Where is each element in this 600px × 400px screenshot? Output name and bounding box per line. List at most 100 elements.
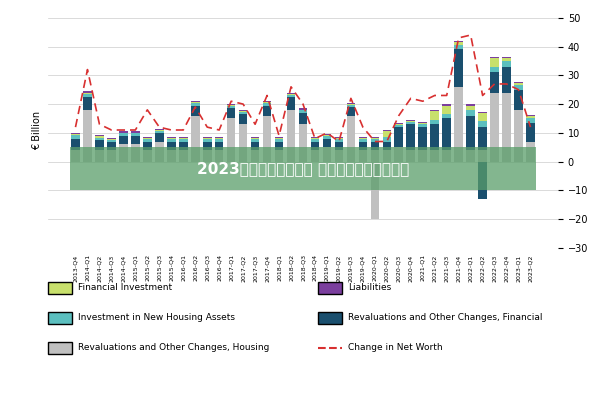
Bar xyxy=(347,104,355,105)
Bar xyxy=(383,132,391,137)
Bar xyxy=(239,112,247,114)
Bar xyxy=(371,139,379,142)
Bar xyxy=(514,83,523,85)
Bar xyxy=(239,110,247,111)
Bar xyxy=(155,128,164,130)
Bar xyxy=(442,106,451,114)
Bar xyxy=(179,142,188,150)
Bar xyxy=(191,116,200,162)
Bar xyxy=(490,72,499,92)
Bar xyxy=(299,110,307,113)
Text: 2023十大股票配资平台 澳门火锅加盟详情攻略: 2023十大股票配资平台 澳门火锅加盟详情攻略 xyxy=(197,161,409,176)
Bar xyxy=(371,162,379,219)
Bar xyxy=(323,147,331,162)
Bar xyxy=(251,139,259,142)
Bar xyxy=(83,94,92,97)
Bar xyxy=(347,107,355,116)
Bar xyxy=(502,61,511,67)
Bar xyxy=(442,104,451,106)
Text: Financial Investment: Financial Investment xyxy=(78,284,172,292)
Bar xyxy=(107,139,116,140)
Bar xyxy=(526,116,535,118)
Bar xyxy=(311,142,319,150)
Bar xyxy=(227,108,235,118)
Bar xyxy=(347,105,355,107)
Bar xyxy=(143,137,152,138)
Bar xyxy=(287,97,295,110)
Bar xyxy=(478,121,487,127)
Bar xyxy=(167,150,176,162)
Bar xyxy=(335,138,343,139)
Bar xyxy=(71,134,80,135)
Bar xyxy=(239,114,247,124)
Text: Investment in New Housing Assets: Investment in New Housing Assets xyxy=(78,314,235,322)
Bar xyxy=(275,137,283,138)
Bar xyxy=(167,138,176,139)
Bar xyxy=(478,150,487,162)
Bar xyxy=(383,137,391,142)
Bar xyxy=(215,138,223,139)
Bar xyxy=(83,92,92,94)
Bar xyxy=(526,142,535,162)
Bar xyxy=(155,142,164,162)
Bar xyxy=(383,130,391,132)
Bar xyxy=(335,150,343,162)
Bar xyxy=(406,150,415,162)
Bar xyxy=(406,120,415,121)
Bar xyxy=(287,92,295,94)
Bar xyxy=(191,101,200,102)
Bar xyxy=(191,103,200,106)
Bar xyxy=(143,139,152,142)
Bar xyxy=(478,127,487,150)
Bar xyxy=(263,103,271,106)
Bar xyxy=(478,113,487,121)
Bar xyxy=(430,124,439,150)
Bar xyxy=(251,142,259,150)
Bar xyxy=(167,139,176,142)
Bar xyxy=(107,138,116,139)
Bar xyxy=(430,110,439,111)
Bar xyxy=(287,94,295,97)
Bar xyxy=(490,67,499,72)
Bar xyxy=(191,102,200,103)
Bar xyxy=(179,150,188,162)
Bar xyxy=(418,124,427,127)
Bar xyxy=(275,139,283,142)
Bar xyxy=(514,110,523,162)
Bar xyxy=(95,150,104,162)
Bar xyxy=(215,137,223,138)
Bar xyxy=(478,162,487,199)
Bar xyxy=(347,103,355,104)
Bar xyxy=(466,104,475,106)
Bar xyxy=(167,142,176,150)
Bar xyxy=(263,102,271,103)
Bar xyxy=(131,136,140,144)
Bar xyxy=(466,150,475,162)
Bar xyxy=(70,147,536,190)
Bar xyxy=(227,105,235,106)
Bar xyxy=(95,136,104,138)
Bar xyxy=(299,124,307,162)
Bar xyxy=(215,150,223,162)
Bar xyxy=(179,138,188,139)
Bar xyxy=(359,142,367,150)
Bar xyxy=(526,118,535,123)
Bar xyxy=(203,139,212,142)
Bar xyxy=(454,41,463,42)
Bar xyxy=(179,137,188,138)
Bar xyxy=(323,139,331,147)
Bar xyxy=(287,110,295,162)
Bar xyxy=(478,112,487,113)
Bar xyxy=(442,118,451,150)
Bar xyxy=(71,139,80,150)
Bar xyxy=(359,137,367,138)
Bar xyxy=(394,125,403,127)
Bar xyxy=(323,134,331,136)
Bar xyxy=(71,132,80,134)
Bar xyxy=(514,85,523,90)
Bar xyxy=(371,150,379,162)
Bar xyxy=(275,138,283,139)
Bar xyxy=(454,50,463,87)
Bar xyxy=(394,127,403,147)
Bar xyxy=(502,67,511,92)
